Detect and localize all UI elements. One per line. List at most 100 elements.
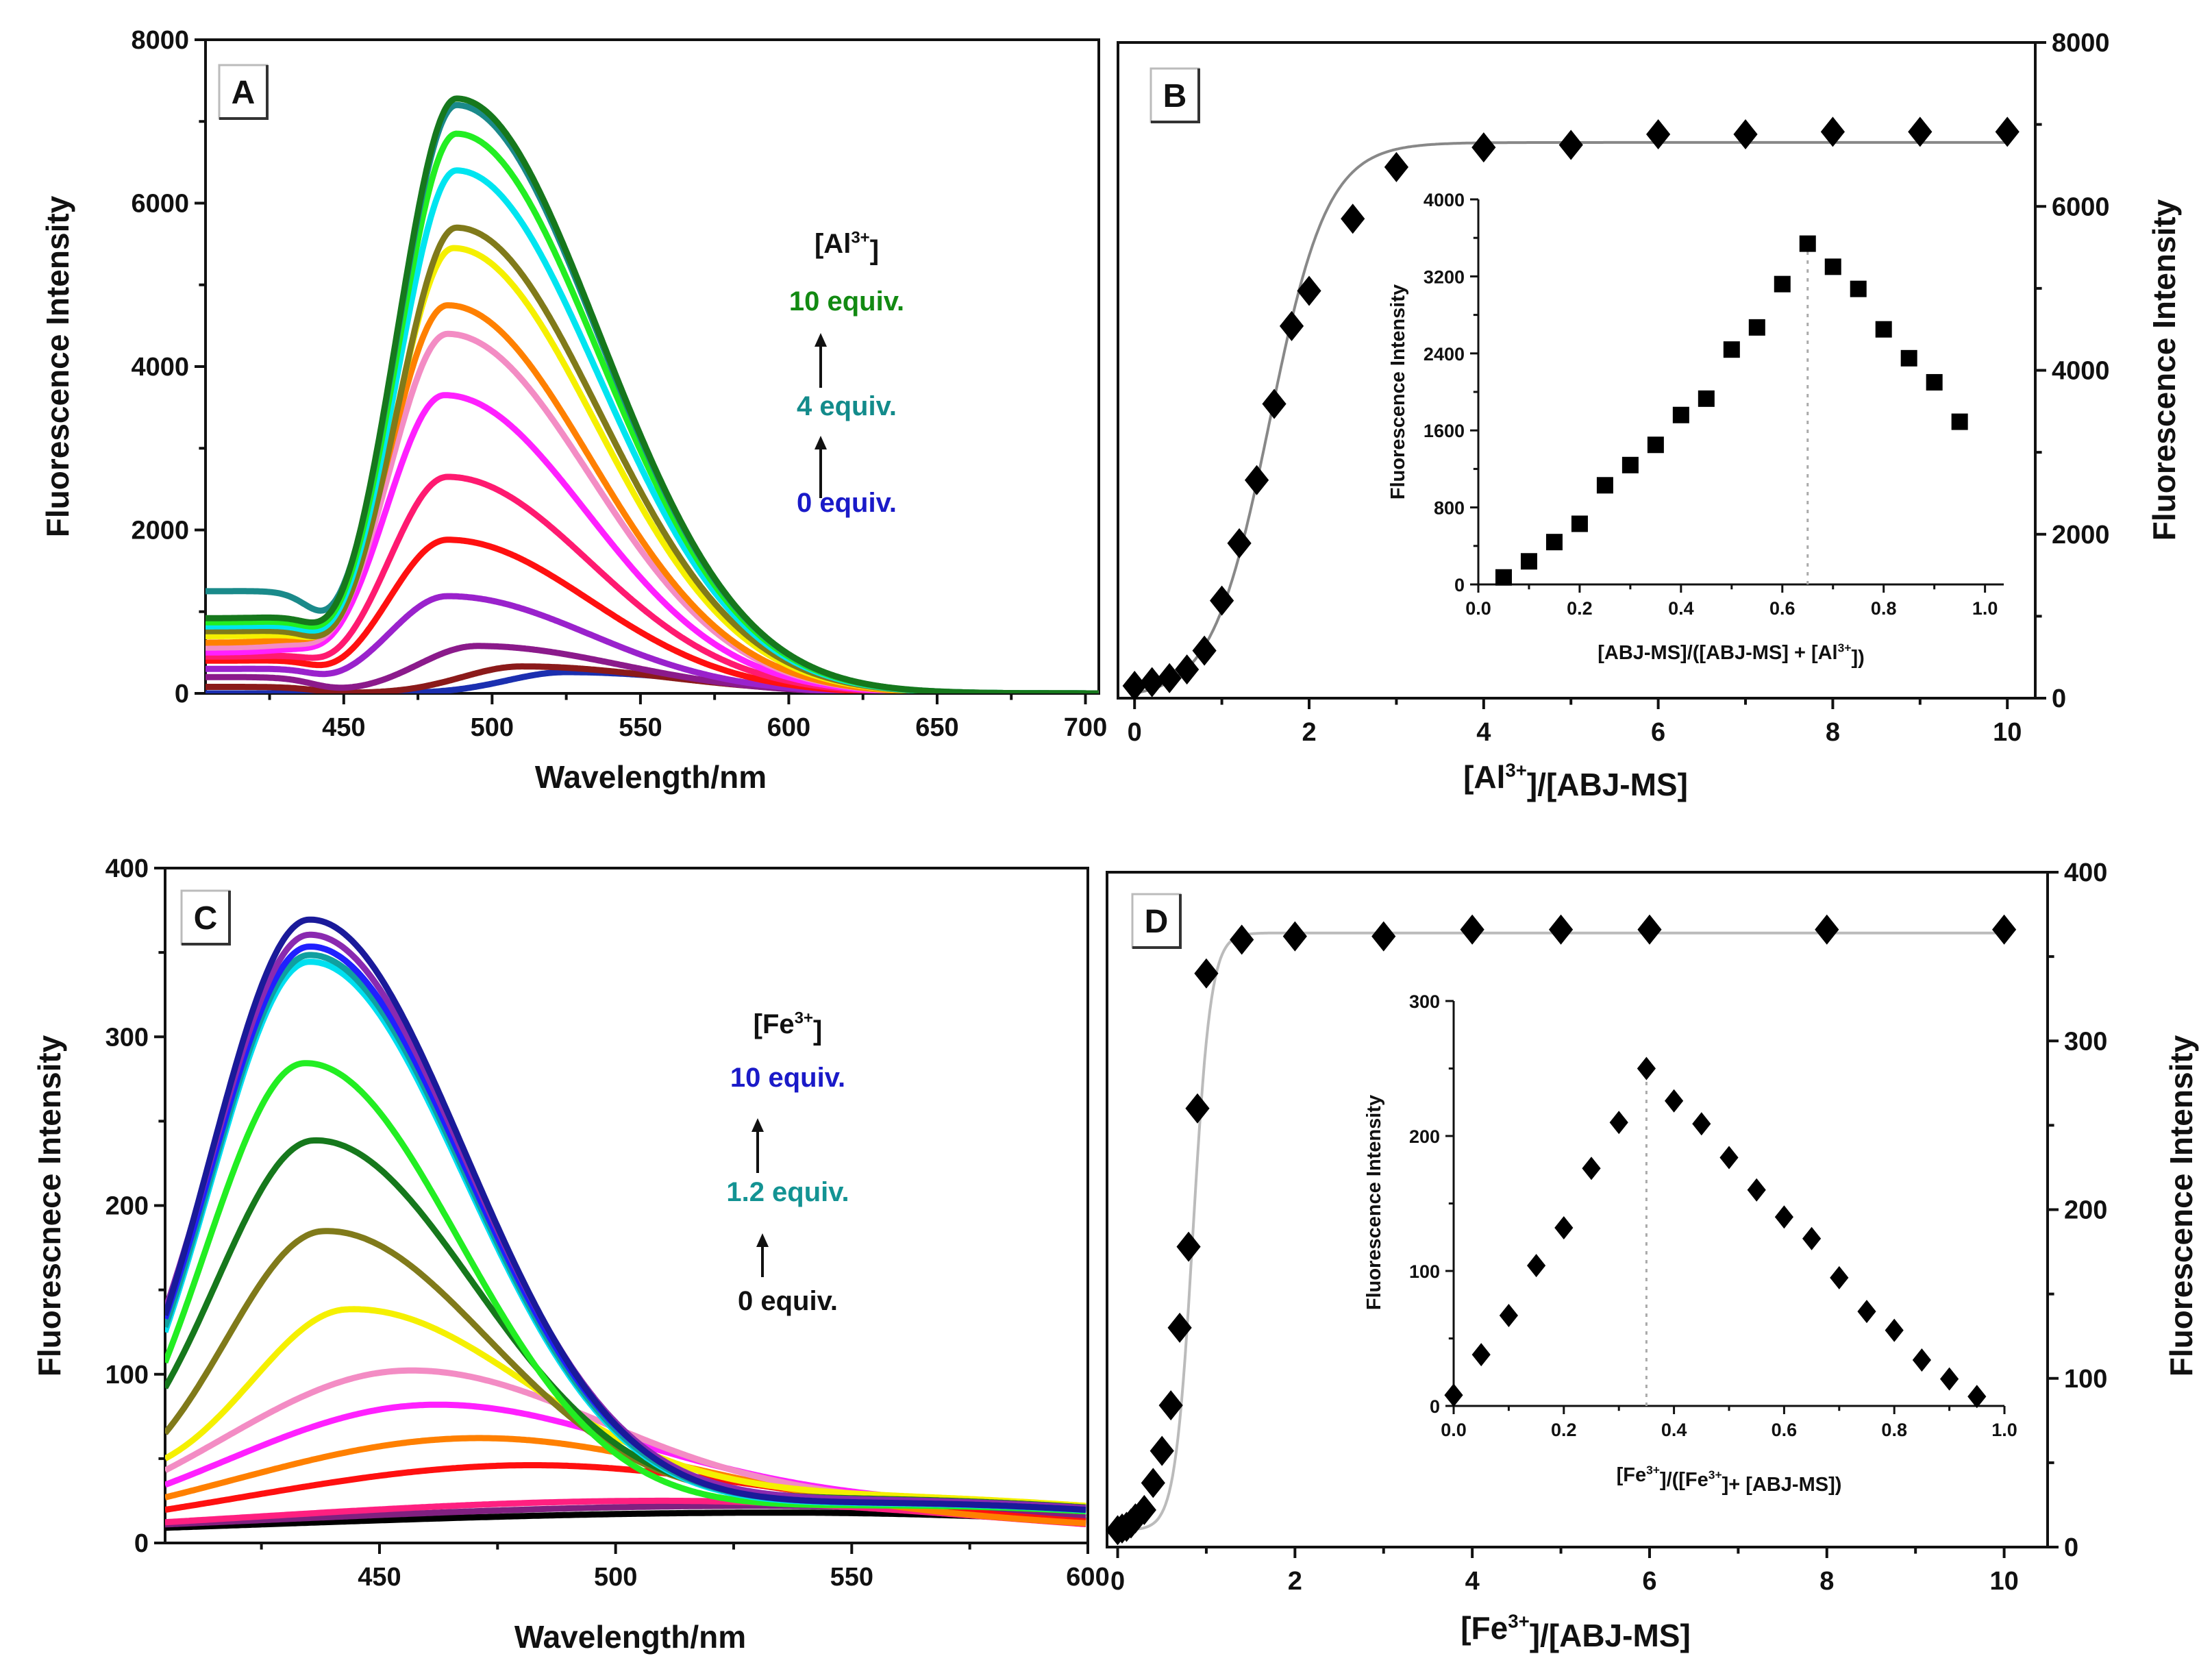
- inset-x-axis-label: [Fe3+]/([Fe3+]+ [ABJ-MS]): [1617, 1463, 1842, 1496]
- label-part: [Al: [1463, 759, 1505, 795]
- x-tick-label: 0.4: [1668, 598, 1694, 619]
- titration-legend: [Al3+] 10 equiv. 4 equiv. 0 equiv.: [789, 229, 904, 518]
- data-point: [1158, 1390, 1183, 1421]
- y-tick-label: 8000: [131, 26, 189, 55]
- inset-y-axis-label: Fluorescence Intensity: [1363, 1095, 1385, 1310]
- spectra: [206, 95, 1099, 693]
- x-tick-label: 700: [1064, 713, 1107, 742]
- inset-data-point: [1885, 1318, 1904, 1342]
- superscript: 3+: [1508, 1610, 1529, 1631]
- inset-data-point: [1520, 553, 1537, 570]
- label-part: ]): [1851, 647, 1864, 669]
- x-tick-label: 8: [1826, 718, 1840, 747]
- x-axis-label: Wavelength/nm: [514, 1619, 746, 1655]
- data-point: [1132, 1494, 1156, 1525]
- y-tick-label: 4000: [2052, 357, 2110, 386]
- panel-letter-shadow: [219, 65, 269, 120]
- panel-letter: A: [232, 75, 256, 111]
- data-point: [1192, 635, 1217, 666]
- y-tick-label: 0: [1454, 575, 1465, 595]
- inset-data-point: [1799, 235, 1816, 252]
- inset-data-point: [1774, 1205, 1793, 1229]
- data-point: [1141, 1468, 1165, 1498]
- data-point: [1908, 116, 1933, 147]
- panel-letter-shadow: [1151, 69, 1200, 123]
- inset-data-point: [1692, 1112, 1711, 1136]
- inset-data-point: [1719, 1146, 1739, 1170]
- titration-legend: [Fe3+] 10 equiv. 1.2 equiv. 0 equiv.: [726, 1009, 849, 1316]
- y-tick-label: 100: [2064, 1365, 2107, 1394]
- panel-letter-box: [180, 889, 231, 946]
- data-point: [1471, 132, 1496, 163]
- data-point: [1167, 1312, 1192, 1343]
- x-tick-label: 1.0: [1972, 598, 1998, 619]
- data-point: [1230, 924, 1254, 955]
- inset-data-point: [1596, 477, 1613, 494]
- y-tick-label: 1600: [1424, 421, 1465, 441]
- x-tick-label: 0.6: [1772, 1420, 1798, 1440]
- inset-data-point: [1824, 258, 1841, 275]
- x-tick-label: 0.4: [1661, 1420, 1687, 1440]
- data-point: [1460, 914, 1484, 945]
- x-tick-label: 600: [1066, 1563, 1109, 1592]
- inset-data-point: [1900, 349, 1917, 367]
- inset-data-point: [1647, 436, 1664, 454]
- data-point: [1194, 958, 1219, 989]
- inset-data-point: [1747, 1178, 1766, 1202]
- inset-data-point: [1723, 341, 1740, 358]
- inset-data-point: [1621, 456, 1639, 473]
- inset-data-point: [1748, 319, 1765, 336]
- data-point: [1176, 1231, 1201, 1262]
- y-tick-label: 100: [105, 1361, 149, 1389]
- y-tick-label: 200: [105, 1192, 149, 1221]
- y-tick-label: 0: [1430, 1396, 1440, 1417]
- x-tick-label: 0.6: [1769, 598, 1795, 619]
- panel-letter: D: [1145, 904, 1169, 940]
- data-point: [1157, 663, 1182, 693]
- inset-data-point: [1545, 534, 1563, 551]
- x-axis-label: Wavelength/nm: [535, 759, 767, 795]
- x-axis-label: [Al3+]/[ABJ-MS]: [1463, 759, 1688, 802]
- data-point: [1210, 585, 1234, 616]
- data-point: [1244, 465, 1269, 495]
- label-part: [Al: [815, 229, 851, 259]
- y-tick-label: 2000: [2052, 521, 2110, 549]
- y-tick-label: 300: [105, 1023, 149, 1052]
- superscript: 3+: [851, 229, 869, 247]
- inset-x-axis-label: [ABJ-MS]/([ABJ-MS] + [Al3+]): [1598, 641, 1865, 669]
- inset-data-point: [1912, 1348, 1931, 1372]
- x-tick-label: 450: [358, 1563, 401, 1592]
- panel-letter: C: [194, 900, 218, 937]
- label-part: ]+ [ABJ-MS]): [1722, 1474, 1842, 1496]
- y-tick-label: 300: [1409, 991, 1440, 1012]
- x-tick-label: 0: [1110, 1567, 1125, 1596]
- y-tick-label: 6000: [2052, 193, 2110, 221]
- data-point: [1558, 129, 1583, 160]
- y-tick-label: 200: [2064, 1196, 2107, 1225]
- x-tick-label: 6: [1642, 1567, 1656, 1596]
- legend-title: [Al3+]: [815, 229, 879, 266]
- superscript: 3+: [1646, 1463, 1660, 1477]
- legend-title: [Fe3+]: [754, 1009, 823, 1046]
- data-point: [1637, 914, 1662, 945]
- superscript: 3+: [1838, 641, 1852, 655]
- x-tick-label: 0.2: [1551, 1420, 1577, 1440]
- inset-data-point: [1527, 1254, 1546, 1278]
- y-axis-label: Fluorescnece Intensity: [32, 1035, 67, 1376]
- y-tick-label: 100: [1409, 1261, 1440, 1282]
- panel-letter-shadow: [182, 891, 231, 946]
- x-tick-label: 0: [1128, 718, 1142, 747]
- data-point: [1733, 119, 1758, 149]
- inset-data-point: [1698, 390, 1715, 407]
- data-point: [1122, 671, 1147, 702]
- inset-data-point: [1850, 280, 1867, 297]
- inset-data-point: [1951, 413, 1968, 430]
- inset-data-point: [1495, 569, 1512, 586]
- legend-level: 10 equiv.: [789, 286, 904, 317]
- legend-level: 0 equiv.: [738, 1286, 838, 1316]
- data-point: [1279, 310, 1304, 341]
- inset-data-point: [1554, 1215, 1574, 1239]
- inset-data-point: [1875, 321, 1892, 338]
- y-tick-label: 0: [175, 680, 189, 708]
